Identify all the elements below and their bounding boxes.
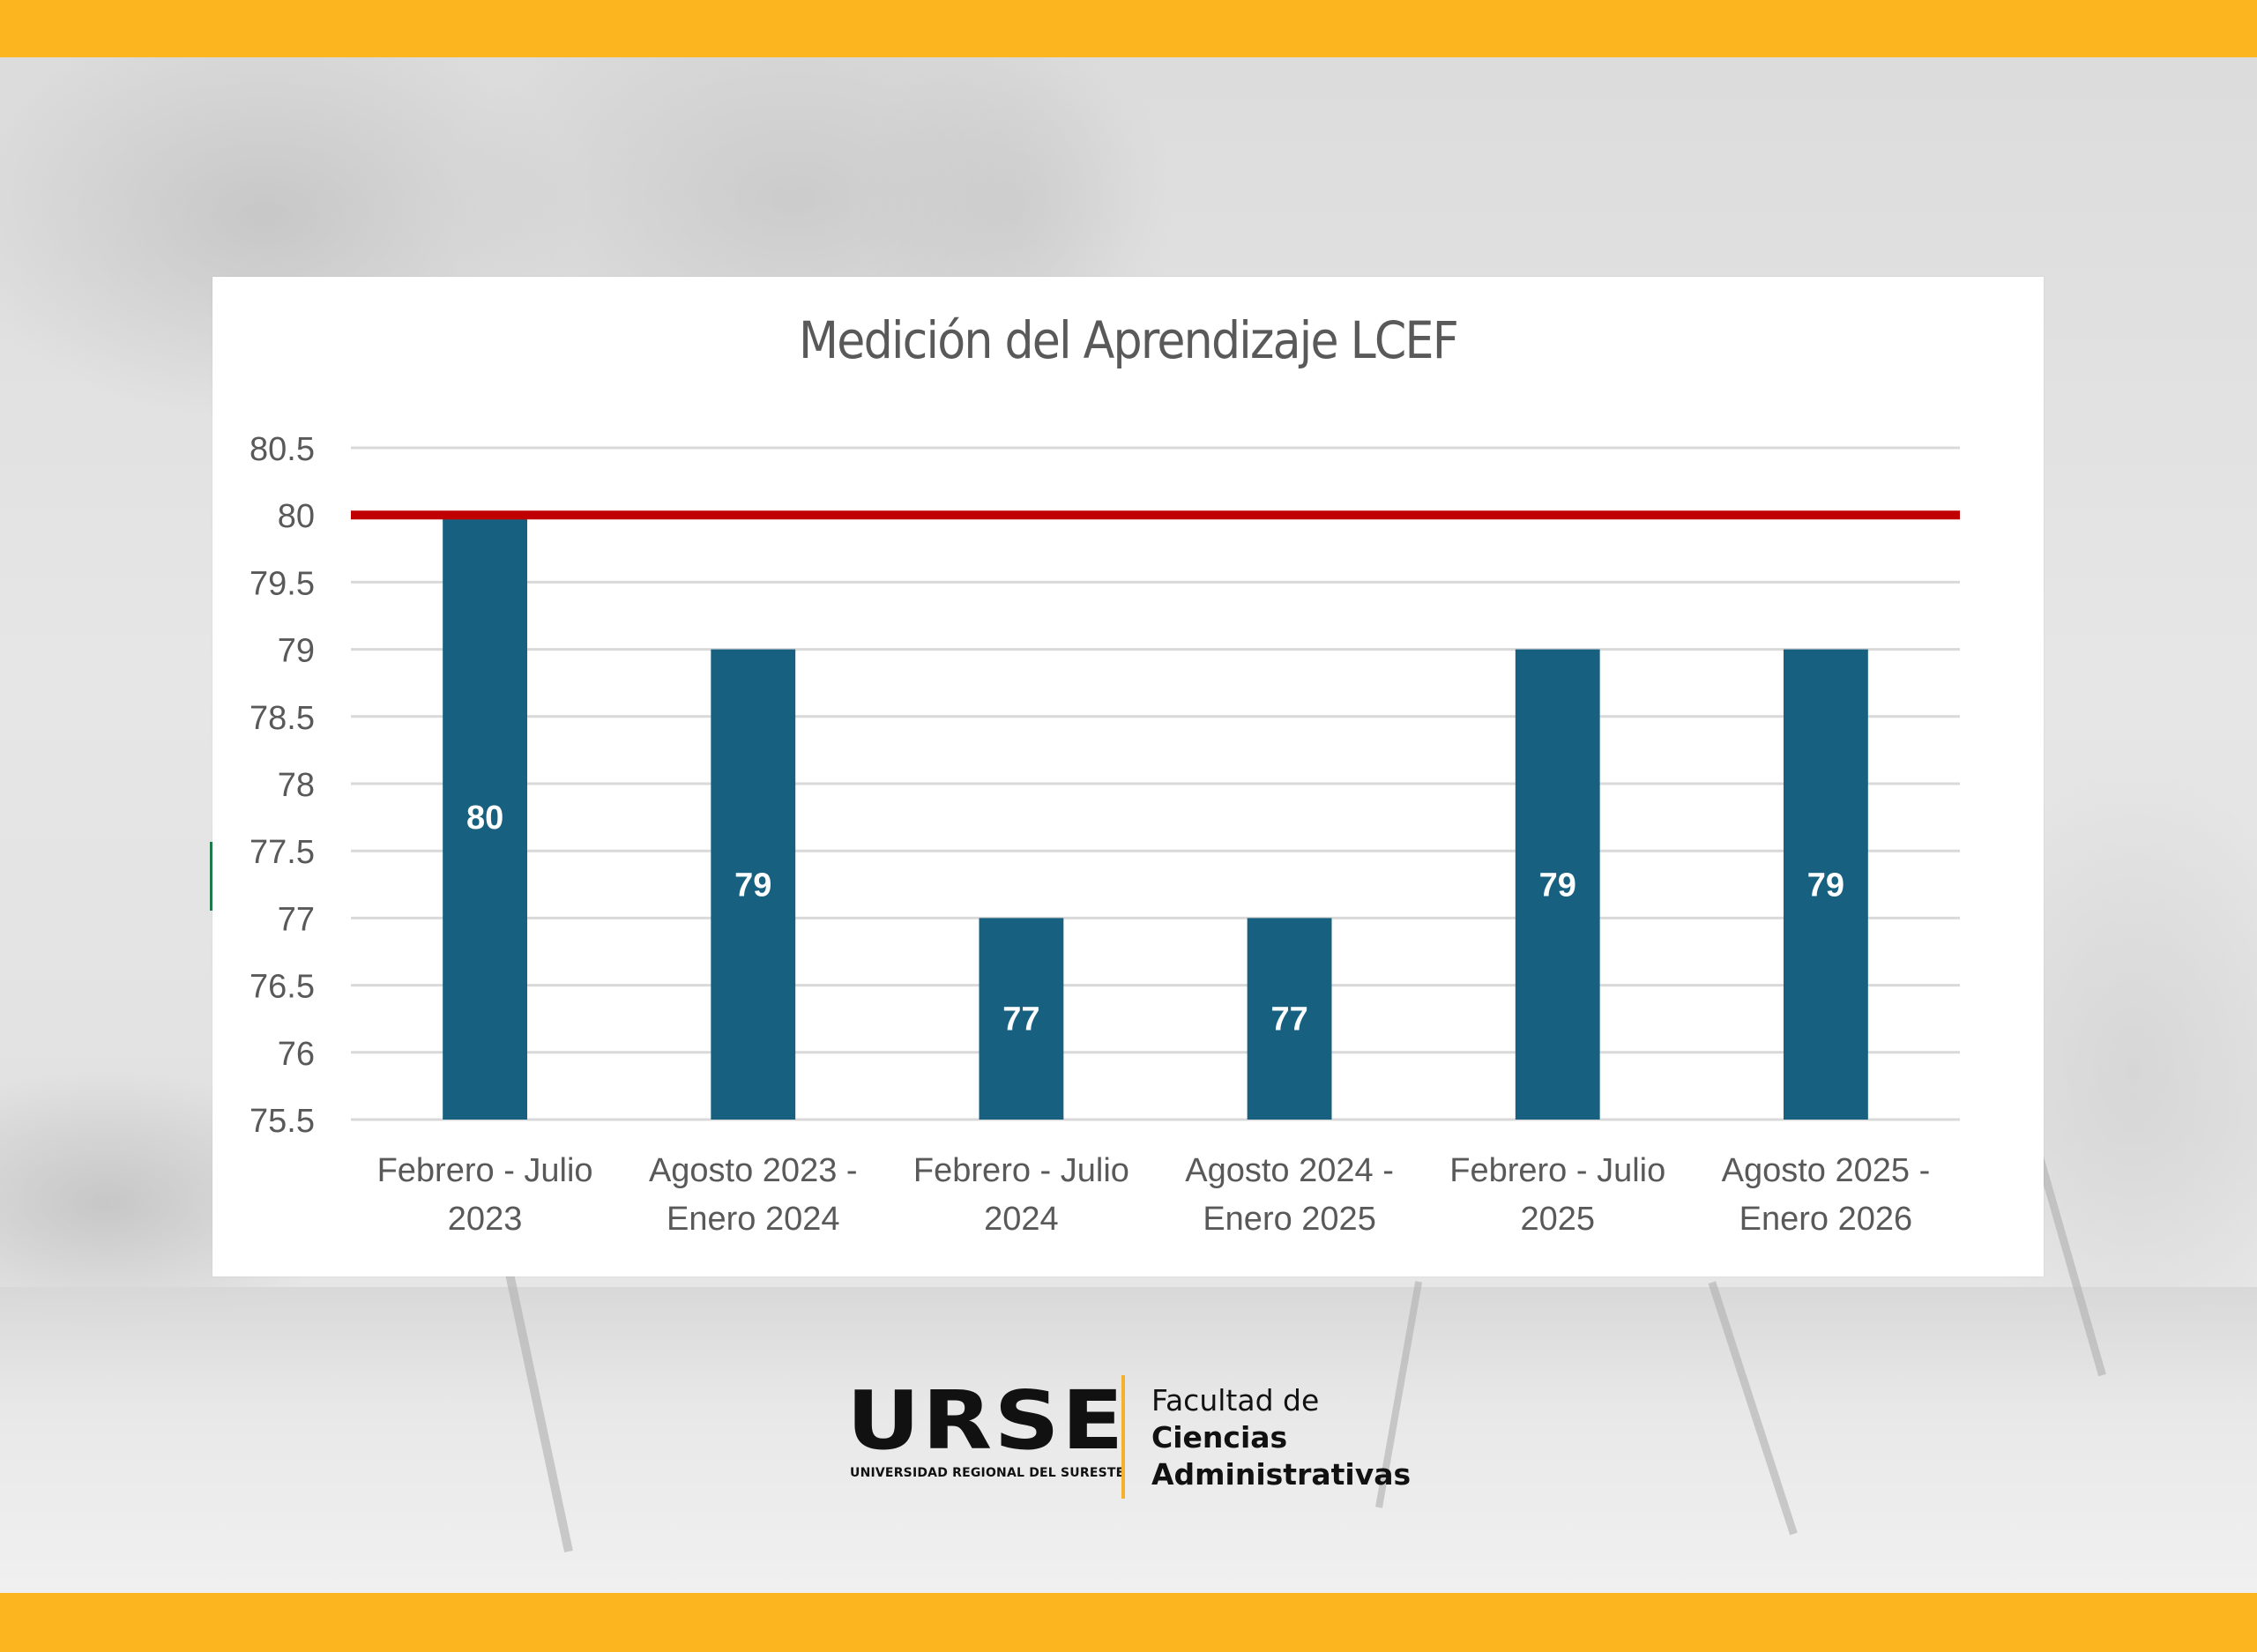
logo-divider bbox=[1121, 1375, 1125, 1499]
urse-logo-subtitle: UNIVERSIDAD REGIONAL DEL SURESTE bbox=[850, 1466, 1125, 1480]
background-ground bbox=[0, 1287, 2257, 1593]
top-accent-band bbox=[0, 0, 2257, 57]
urse-logo-wordmark: URSE bbox=[846, 1373, 1126, 1468]
chart-title: Medición del Aprendizaje LCEF bbox=[799, 310, 1459, 370]
bottom-accent-band bbox=[0, 1593, 2257, 1652]
faculty-name: Facultad de Ciencias Administrativas bbox=[1151, 1382, 1411, 1493]
faculty-line-2: Ciencias bbox=[1151, 1420, 1288, 1455]
faculty-line-3: Administrativas bbox=[1151, 1457, 1412, 1492]
chart-card bbox=[212, 277, 2044, 1276]
faculty-line-1: Facultad de bbox=[1151, 1383, 1320, 1418]
selection-marker bbox=[210, 842, 212, 911]
